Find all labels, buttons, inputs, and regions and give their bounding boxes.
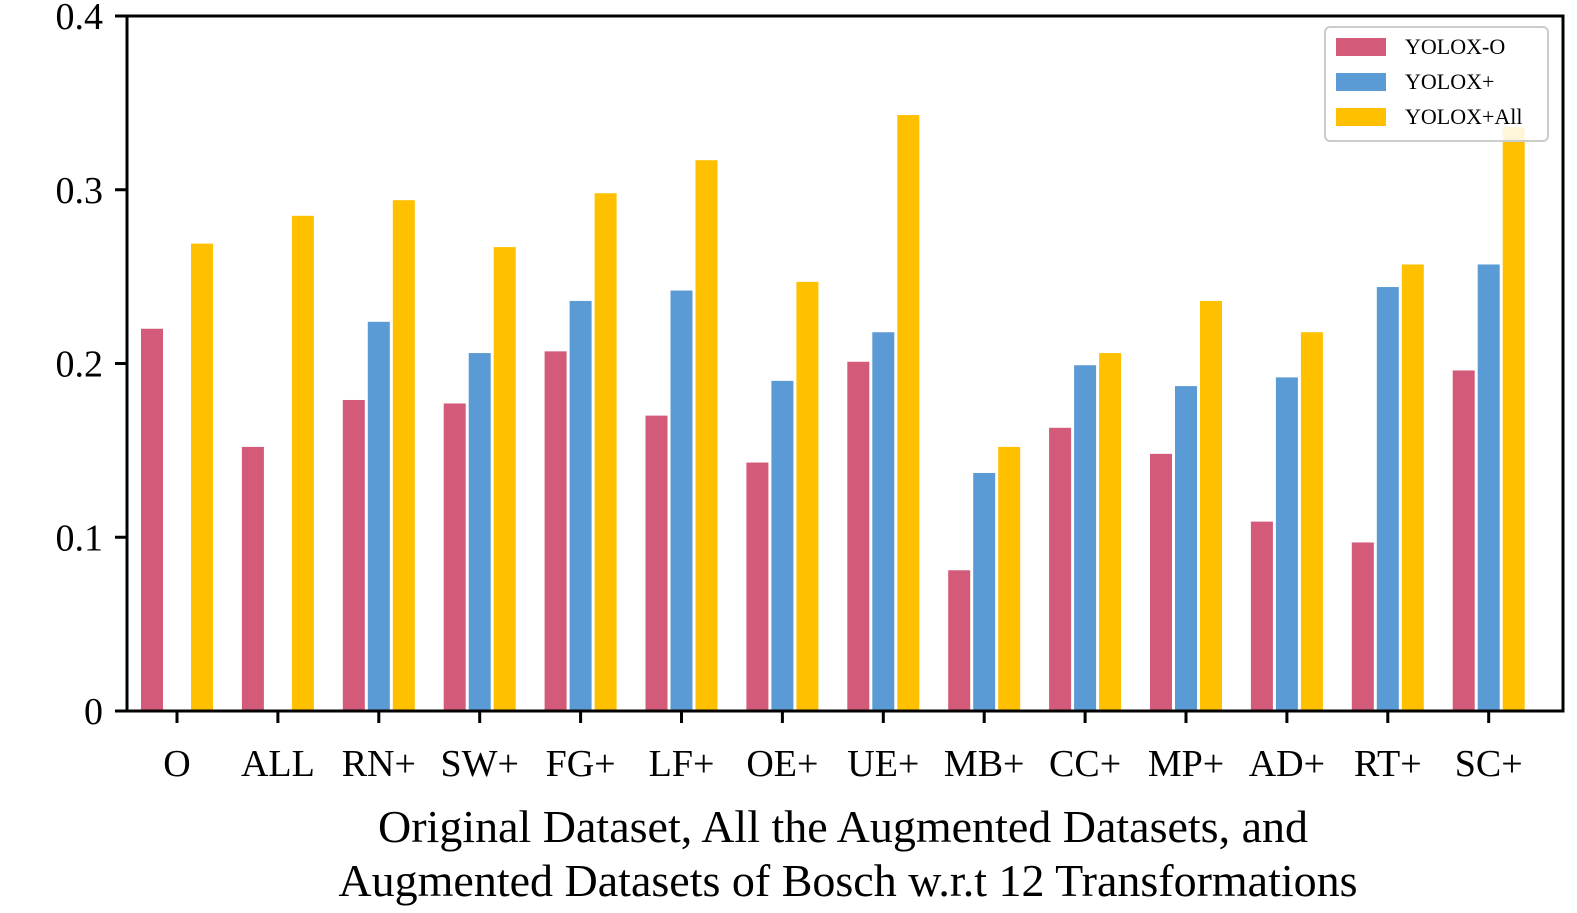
bar-yolox-o-sc [1452,370,1475,711]
y-tick-label: 0 [84,691,103,733]
bar-yolox-o-ad [1250,521,1273,711]
x-tick-label: ALL [241,743,315,785]
x-tick-label: OE+ [746,743,818,785]
x-tick-label: SC+ [1455,743,1523,785]
legend-label-yolox-all: YOLOX+All [1405,104,1523,129]
x-tick-label: SW+ [440,743,518,785]
bar-yolox-all-sw [493,247,516,711]
legend-label-yolox-: YOLOX+ [1405,69,1494,94]
legend: YOLOX-O YOLOX+ YOLOX+All [1324,26,1549,142]
bar-yolox-all-o [191,243,213,712]
bar-yolox--ue [872,332,895,711]
x-axis-label: Original Dataset, All the Augmented Data… [338,801,1357,906]
bar-yolox-o-mb [948,570,971,711]
legend-swatch-yolox-all [1336,108,1386,126]
bar-yolox--cc [1074,365,1097,711]
bar-yolox-o-rt [1351,542,1374,711]
bar-yolox-o-rn [342,399,365,711]
legend-swatch-yolox-o [1336,38,1386,56]
bar-yolox-all-mb [998,446,1021,711]
x-axis-label-line-2: Augmented Datasets of Bosch w.r.t 12 Tra… [338,855,1357,906]
legend-label-yolox-o: YOLOX-O [1405,34,1505,59]
bar-yolox-o-ue [847,361,870,711]
bar-yolox-all-cc [1099,353,1122,711]
bar-yolox--sc [1477,264,1500,711]
x-tick-label: MP+ [1148,743,1224,785]
bar-yolox-o-o [141,328,163,711]
bar-yolox--rn [367,321,390,711]
bar-yolox--ad [1275,377,1298,711]
x-tick-label: CC+ [1049,743,1121,785]
bar-yolox-o-sw [443,403,466,711]
y-tick-label: 0.1 [56,517,104,559]
bar-yolox-o-mp [1150,453,1172,711]
bar-yolox-o-lf [645,415,668,711]
bar-yolox-o-all [241,446,264,711]
bar-yolox-all-rt [1401,264,1424,711]
bar-yolox--sw [468,353,491,711]
bar-yolox-all-lf [695,160,718,711]
bar-yolox-all-all [291,215,314,711]
x-tick-label: MB+ [944,743,1025,785]
x-tick-label: LF+ [649,743,715,785]
bar-yolox--fg [569,300,592,711]
bar-yolox-all-ue [897,115,920,712]
bar-yolox-all-ad [1300,332,1323,711]
x-axis: O ALL RN+ SW+ FG+ LF+ OE+ UE+ MB+ CC+ MP+ AD+ RT+ SC+ [163,711,1523,785]
bar-yolox-all-mp [1200,300,1222,711]
bar-yolox-o-cc [1049,427,1072,711]
y-axis: 0 0.1 0.2 0.3 0.4 [56,0,127,733]
x-tick-label: O [163,743,190,785]
y-tick-label: 0.2 [56,344,104,386]
bar-yolox-o-oe [746,462,769,711]
x-tick-label: UE+ [847,743,919,785]
y-tick-label: 0.4 [56,0,104,38]
bars-group [141,115,1525,712]
bar-yolox--oe [771,380,794,711]
x-tick-label: RN+ [342,743,416,785]
legend-swatch-yolox- [1336,73,1386,91]
bar-yolox-all-oe [796,281,819,711]
bar-yolox-o-fg [544,351,567,711]
bar-yolox-all-sc [1502,127,1525,711]
x-tick-label: AD+ [1249,743,1325,785]
bar-yolox--mp [1175,386,1197,711]
bar-yolox--lf [670,290,693,711]
x-tick-label: RT+ [1354,743,1422,785]
bar-yolox--mb [973,472,996,711]
y-tick-label: 0.3 [56,170,104,212]
x-tick-label: FG+ [546,743,616,785]
x-axis-label-line-1: Original Dataset, All the Augmented Data… [378,801,1308,852]
bar-yolox-all-fg [594,193,617,712]
bar-yolox-all-rn [392,200,415,712]
bar-yolox--rt [1376,287,1399,711]
